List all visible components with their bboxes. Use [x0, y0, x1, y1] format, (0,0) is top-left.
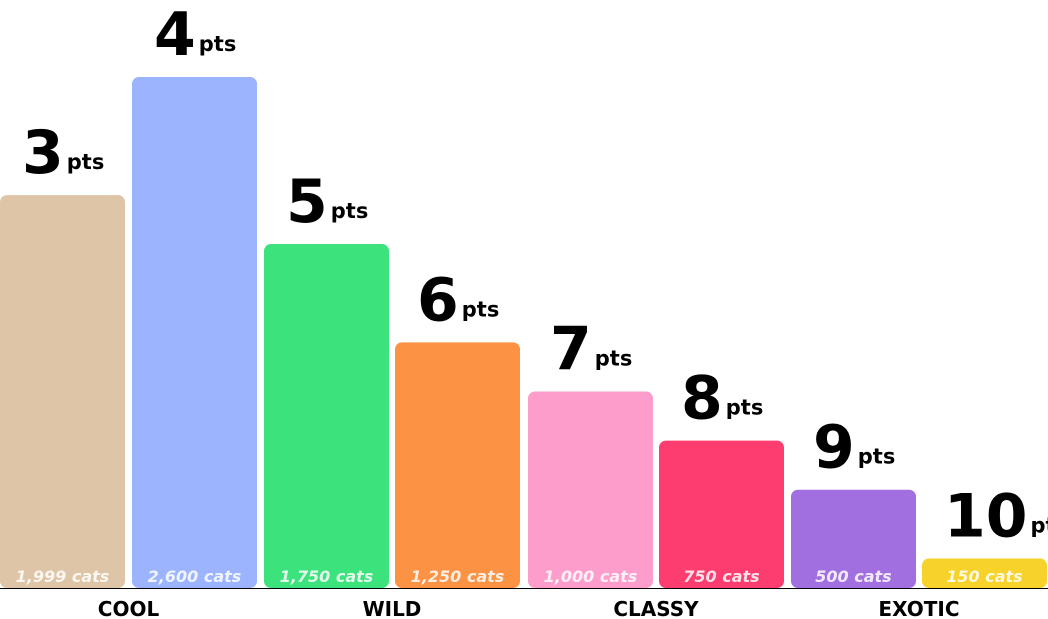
points-label-7: 7 pts	[550, 314, 632, 384]
bar-8-pts	[659, 440, 784, 588]
bar-9-pts	[791, 489, 916, 588]
points-label-4: 4 pts	[154, 0, 236, 70]
bar-3-pts	[0, 195, 125, 588]
group-label-cool: COOL	[98, 597, 160, 619]
group-label-wild: WILD	[363, 597, 422, 619]
points-label-5: 5 pts	[286, 167, 368, 237]
bar-7-pts	[528, 391, 653, 588]
cat-count-label-5: 1,750 cats	[280, 567, 374, 586]
points-label-6: 6 pts	[417, 265, 499, 335]
group-label-classy: CLASSY	[613, 597, 699, 619]
cat-count-label-6: 1,250 cats	[411, 567, 505, 586]
bars-layer	[0, 77, 1047, 589]
points-label-8: 8 pts	[681, 364, 763, 434]
bar-4-pts	[132, 77, 257, 588]
points-label-10: 10pts	[944, 482, 1048, 552]
points-label-9: 9 pts	[813, 413, 895, 483]
cat-count-label-7: 1,000 cats	[544, 567, 638, 586]
group-labels-layer: COOL WILD CLASSY EXOTIC	[98, 597, 960, 619]
cat-count-label-10: 150 cats	[946, 567, 1022, 586]
points-label-3: 3 pts	[22, 118, 104, 188]
group-label-exotic: EXOTIC	[878, 597, 959, 619]
cat-count-label-3: 1,999 cats	[16, 567, 110, 586]
cat-count-label-9: 500 cats	[815, 567, 891, 586]
cat-count-label-4: 2,600 cats	[148, 567, 242, 586]
cat-count-label-8: 750 cats	[683, 567, 759, 586]
bar-5-pts	[264, 244, 389, 589]
bar-6-pts	[395, 342, 520, 588]
bar-10-pts	[922, 558, 1047, 588]
cat-count-labels-layer: 1,999 cats 2,600 cats 1,750 cats 1,250 cats…	[16, 567, 1023, 586]
